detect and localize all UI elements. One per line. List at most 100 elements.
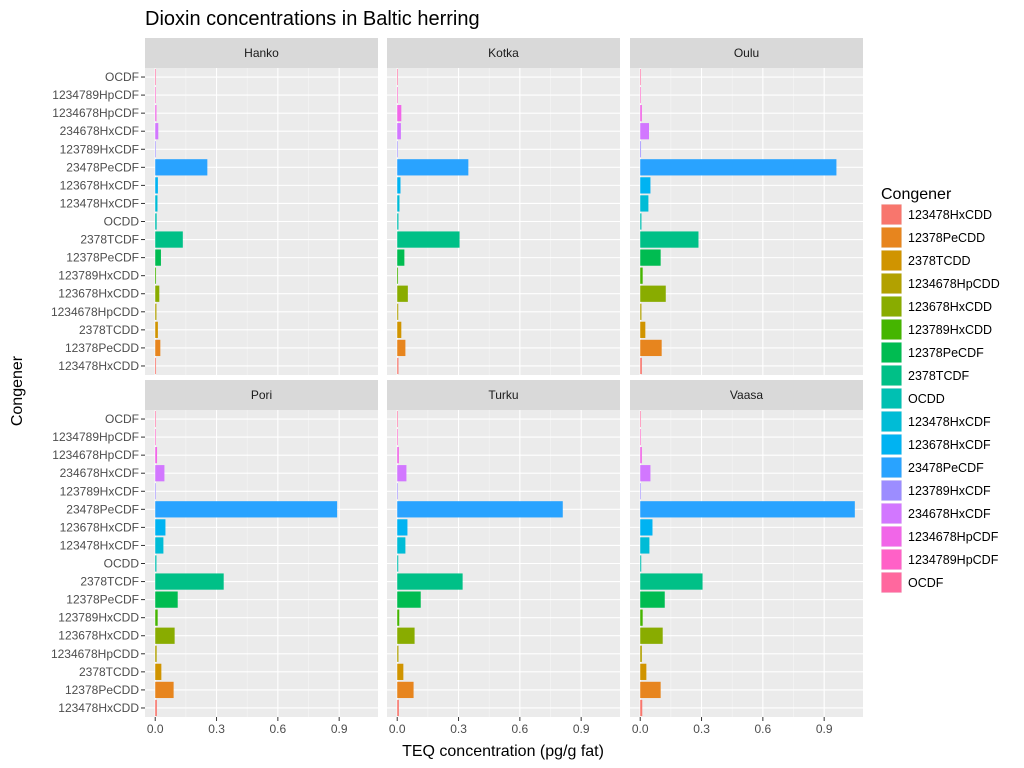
- bar-kotka-123678hxcdf: [397, 177, 401, 194]
- bar-turku-ocdd: [397, 555, 399, 572]
- bar-hanko-123678hxcdd: [155, 285, 160, 302]
- bar-oulu-123478hxcdf: [640, 195, 649, 212]
- bar-turku-234678hxcdf: [397, 465, 407, 482]
- bar-kotka-1234678hpcdf: [397, 105, 402, 122]
- y-tick-label-1234678hpcdf: 1234678HpCDF: [52, 448, 139, 462]
- bar-pori-123789hxcdd: [155, 609, 158, 626]
- y-tick-label-23478pecdf: 23478PeCDF: [66, 502, 139, 516]
- bar-hanko-2378tcdd: [155, 321, 158, 338]
- bar-vaasa-234678hxcdf: [640, 465, 651, 482]
- bar-vaasa-123678hxcdd: [640, 627, 663, 644]
- bar-vaasa-123478hxcdd: [640, 699, 643, 717]
- y-tick-label-123678hxcdd: 123678HxCDD: [58, 287, 139, 301]
- y-tick-label-123478hxcdd: 123478HxCDD: [58, 359, 139, 373]
- legend-item-123678hxcdd: 123678HxCDD: [881, 296, 992, 317]
- bar-kotka-23478pecdf: [397, 159, 469, 176]
- x-tick-label-pori: 0.9: [331, 722, 348, 736]
- legend-key-swatch: [881, 296, 902, 317]
- bar-hanko-23478pecdf: [155, 159, 208, 176]
- facet-panel-turku: Turku 0.0 0.3 0.6 0.9: [387, 380, 620, 736]
- bar-oulu-ocdd: [640, 213, 642, 230]
- bar-turku-123678hxcdd: [397, 627, 415, 644]
- legend-item-123789hxcdf: 123789HxCDF: [881, 480, 991, 501]
- y-tick-label-23478pecdf: 23478PeCDF: [66, 160, 139, 174]
- bar-vaasa-1234678hpcdf: [640, 447, 642, 464]
- legend-key-swatch: [881, 204, 902, 225]
- legend-item-1234789hpcdf: 1234789HpCDF: [881, 549, 999, 570]
- y-tick-label-1234789hpcdf: 1234789HpCDF: [52, 430, 139, 444]
- legend-label: 123678HxCDD: [908, 300, 992, 314]
- facet-strip-oulu: [630, 38, 863, 68]
- bar-turku-2378tcdd: [397, 663, 404, 680]
- y-tick-label-123478hxcdf: 123478HxCDF: [60, 538, 139, 552]
- x-tick-label-turku: 0.0: [389, 722, 406, 736]
- legend-key-swatch: [881, 480, 902, 501]
- legend-key-swatch: [881, 250, 902, 271]
- bar-pori-1234789hpcdf: [155, 428, 156, 446]
- legend-item-123678hxcdf: 123678HxCDF: [881, 434, 991, 455]
- bar-oulu-1234678hpcdf: [640, 105, 642, 122]
- legend-item-123789hxcdd: 123789HxCDD: [881, 319, 992, 340]
- y-tick-label-1234789hpcdf: 1234789HpCDF: [52, 88, 139, 102]
- x-tick-label-turku: 0.3: [450, 722, 467, 736]
- legend-label: 1234678HpCDD: [908, 277, 1000, 291]
- bar-turku-ocdf: [397, 410, 398, 428]
- y-tick-label-2378tcdf: 2378TCDF: [80, 233, 139, 247]
- bar-pori-ocdf: [155, 410, 156, 428]
- y-tick-label-234678hxcdf: 234678HxCDF: [60, 124, 139, 138]
- bar-pori-123678hxcdf: [155, 519, 166, 536]
- y-tick-label-123478hxcdd: 123478HxCDD: [58, 701, 139, 715]
- bar-vaasa-123789hxcdd: [640, 609, 643, 626]
- legend-label: 123478HxCDF: [908, 415, 991, 429]
- bar-vaasa-2378tcdd: [640, 663, 647, 680]
- y-tick-label-123789hxcdd: 123789HxCDD: [58, 611, 139, 625]
- x-tick-label-vaasa: 0.6: [755, 722, 772, 736]
- facet-strip-label-vaasa: Vaasa: [730, 388, 763, 402]
- bar-pori-23478pecdf: [155, 501, 338, 518]
- bar-kotka-ocdf: [397, 68, 398, 86]
- bar-turku-123789hxcdd: [397, 609, 400, 626]
- bar-pori-234678hxcdf: [155, 465, 165, 482]
- facet-strip-kotka: [387, 38, 620, 68]
- facet-panel-hanko: Hanko OCDF 1234789HpCDF 1234678HpCDF 234678H…: [51, 38, 378, 375]
- legend-item-23478pecdf: 23478PeCDF: [881, 457, 984, 478]
- bar-vaasa-ocdf: [640, 410, 641, 428]
- bar-pori-123678hxcdd: [155, 627, 175, 644]
- legend-key-swatch: [881, 319, 902, 340]
- y-tick-label-2378tcdd: 2378TCDD: [79, 665, 139, 679]
- legend-label: 123789HxCDD: [908, 323, 992, 337]
- bar-vaasa-ocdd: [640, 555, 642, 572]
- legend-item-12378pecdd: 12378PeCDD: [881, 227, 985, 248]
- bar-vaasa-123789hxcdf: [640, 483, 641, 500]
- bar-vaasa-123478hxcdf: [640, 537, 650, 554]
- legend-label: OCDF: [908, 576, 944, 590]
- legend-label: 12378PeCDF: [908, 346, 984, 360]
- bar-hanko-ocdf: [155, 68, 156, 86]
- legend-key-swatch: [881, 434, 902, 455]
- bar-hanko-1234678hpcdf: [155, 105, 157, 122]
- bar-oulu-123789hxcdf: [640, 141, 642, 158]
- bar-vaasa-12378pecdd: [640, 681, 661, 699]
- legend-item-123478hxcdd: 123478HxCDD: [881, 204, 992, 225]
- facet-panel-kotka: Kotka: [387, 38, 620, 375]
- bar-hanko-234678hxcdf: [155, 123, 159, 140]
- y-tick-label-12378pecdf: 12378PeCDF: [66, 251, 139, 265]
- legend-item-1234678hpcdf: 1234678HpCDF: [881, 526, 999, 547]
- bar-hanko-123678hxcdf: [155, 177, 158, 194]
- y-tick-label-12378pecdd: 12378PeCDD: [65, 683, 139, 697]
- y-tick-label-123678hxcdf: 123678HxCDF: [60, 178, 139, 192]
- legend-label: 123678HxCDF: [908, 438, 991, 452]
- y-tick-label-12378pecdf: 12378PeCDF: [66, 593, 139, 607]
- bar-oulu-ocdf: [640, 68, 641, 86]
- bar-hanko-123478hxcdd: [155, 357, 157, 375]
- legend-label: 234678HxCDF: [908, 507, 991, 521]
- bar-turku-1234789hpcdf: [397, 428, 398, 446]
- legend-label: 1234789HpCDF: [908, 553, 999, 567]
- legend-label: 1234678HpCDF: [908, 530, 999, 544]
- facet-strip-vaasa: [630, 380, 863, 410]
- legend-title: Congener: [881, 186, 952, 203]
- y-tick-label-1234678hpcdd: 1234678HpCDD: [51, 647, 139, 661]
- bar-oulu-2378tcdd: [640, 321, 646, 338]
- y-tick-label-123789hxcdf: 123789HxCDF: [60, 484, 139, 498]
- x-tick-label-turku: 0.9: [573, 722, 590, 736]
